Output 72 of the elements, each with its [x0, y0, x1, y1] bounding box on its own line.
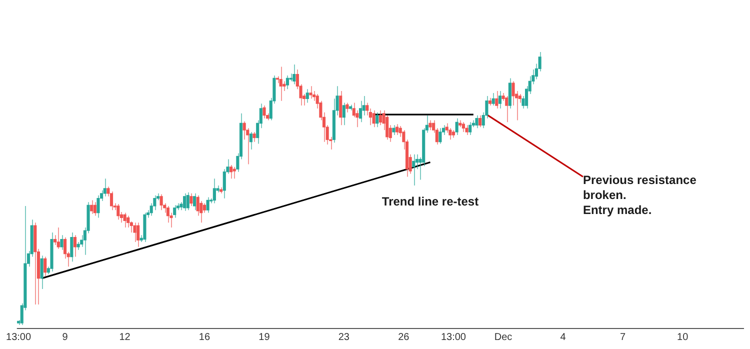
candlestick [448, 128, 452, 140]
x-tick-label: 13:00 [440, 332, 466, 343]
candlestick [166, 205, 170, 224]
candlestick [372, 110, 376, 128]
candlestick [488, 97, 492, 106]
candlestick [230, 164, 233, 180]
candlestick [54, 234, 57, 246]
candlestick [438, 128, 442, 144]
candlestick [455, 118, 458, 136]
candlestick [468, 122, 472, 136]
candlestick [366, 102, 369, 116]
x-tick-label: 10 [677, 332, 689, 343]
x-tick-label: 16 [198, 332, 210, 343]
candlestick [376, 112, 379, 128]
annotation: Trend line re-test [382, 194, 479, 209]
candlestick [352, 102, 356, 118]
candlestick [465, 124, 468, 136]
x-tick-label: 23 [338, 332, 350, 343]
candlestick [462, 122, 465, 132]
candlestick [186, 192, 190, 211]
candlestick [110, 191, 114, 211]
candlestick [126, 215, 130, 228]
candlestick [90, 200, 94, 214]
candlestick [130, 221, 133, 233]
candlestick [312, 90, 316, 102]
candlestick [252, 131, 256, 142]
candlestick [392, 124, 396, 136]
x-tick-label: 12 [119, 332, 131, 343]
candlestick [396, 124, 399, 136]
x-tick-label: 4 [560, 332, 566, 343]
candlestick [286, 74, 290, 90]
candlestick [183, 192, 186, 212]
candlestick [262, 105, 266, 119]
candlestick [508, 78, 512, 110]
candlestick [123, 212, 126, 228]
x-tick-label: 9 [62, 332, 68, 343]
candlestick [192, 192, 196, 211]
candlestick [76, 242, 80, 250]
candlestick [445, 122, 448, 134]
candlestick [349, 104, 352, 111]
candlestick [518, 94, 522, 104]
candlestick [478, 114, 482, 128]
candlestick [60, 234, 64, 250]
candlestick [206, 196, 210, 214]
candlestick [176, 202, 180, 211]
x-tick-label: 19 [258, 332, 270, 343]
annotation: Previous resistance broken. Entry made. [582, 173, 697, 218]
candlestick [190, 192, 193, 206]
x-tick-label: 7 [620, 332, 626, 343]
candlestick [452, 130, 456, 138]
candlestick [220, 186, 223, 194]
candlestick [475, 114, 478, 129]
candlestick [196, 194, 200, 216]
candlestick [116, 204, 120, 220]
candlestick [96, 194, 100, 218]
candlestick [282, 80, 286, 92]
candlestick [306, 88, 309, 104]
candlestick [422, 128, 426, 167]
x-tick-label: 26 [398, 332, 410, 343]
candlestick [173, 204, 176, 218]
candlestick [492, 92, 495, 106]
candlestick [346, 102, 349, 113]
candlestick [64, 236, 67, 260]
candlestick [202, 202, 206, 214]
x-tick-label: 13:00 [6, 332, 32, 343]
candlestick [153, 194, 156, 211]
candlestick [428, 120, 432, 131]
candlestick [378, 110, 382, 126]
candlestick [93, 202, 96, 216]
candlestick [160, 194, 163, 211]
candlestick [458, 120, 462, 128]
x-tick-label: Dec [494, 332, 512, 343]
